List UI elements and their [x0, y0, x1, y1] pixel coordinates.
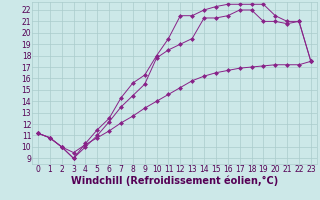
X-axis label: Windchill (Refroidissement éolien,°C): Windchill (Refroidissement éolien,°C)	[71, 175, 278, 186]
